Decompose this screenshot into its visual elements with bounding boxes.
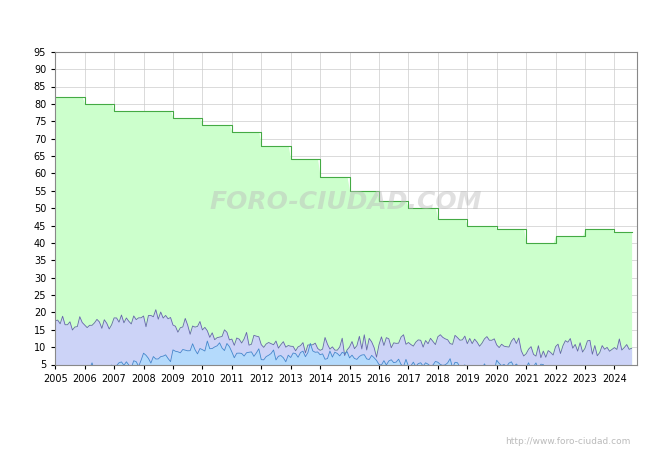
Text: FORO-CIUDAD.COM: FORO-CIUDAD.COM [210, 190, 482, 214]
Text: http://www.foro-ciudad.com: http://www.foro-ciudad.com [505, 436, 630, 446]
Text: La Sagrada - Evolucion de la poblacion en edad de Trabajar Agosto de 2024: La Sagrada - Evolucion de la poblacion e… [72, 13, 578, 26]
